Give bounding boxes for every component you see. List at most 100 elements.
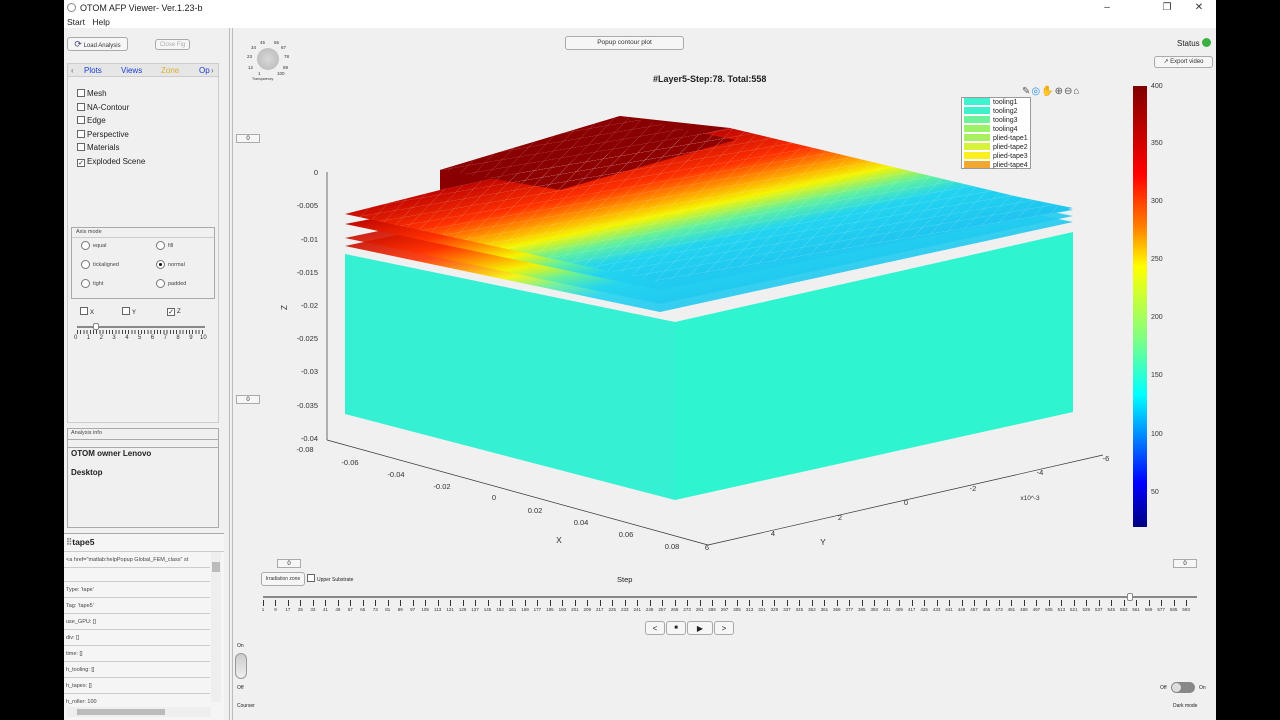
materials-checkbox[interactable]: Materials <box>77 143 119 153</box>
3d-plot[interactable]: 0 -0.005 -0.01 -0.015 -0.02 -0.025 -0.03… <box>232 90 1132 560</box>
upper-substrate-checkbox[interactable]: Upper Substrate <box>307 574 353 585</box>
analysis-info-panel: Analysis info OTOM owner Lenovo Desktop <box>67 428 219 528</box>
axis-mode-fill-radio[interactable]: fill <box>156 241 173 251</box>
knob-dial[interactable] <box>257 48 279 70</box>
prop-row[interactable]: <a href="matlab:helpPopup Global_FEM_cla… <box>64 552 210 568</box>
prop-row[interactable]: h_roller: 100 <box>66 699 97 705</box>
prop-row[interactable]: Tag: 'tape5' <box>64 598 210 614</box>
drag-handle-icon[interactable]: ⠿ <box>66 537 73 547</box>
prop-row[interactable]: h_tooling: [] <box>64 662 210 678</box>
analysis-info-title: Analysis info <box>68 429 218 440</box>
step-tick <box>1173 600 1175 606</box>
axis-mode-tight-radio[interactable]: tight <box>81 279 103 289</box>
z-axis-checkbox[interactable]: ✓ Z <box>167 308 181 316</box>
step-tick-label: 505 <box>1045 607 1053 612</box>
axis-mode-tickaligned-radio[interactable]: tickaligned <box>81 260 119 270</box>
step-tick <box>674 600 676 606</box>
mesh-checkbox[interactable]: Mesh <box>77 89 107 99</box>
step-tick <box>1111 600 1113 606</box>
step-tick <box>325 600 327 606</box>
step-tick <box>412 600 414 606</box>
step-tick <box>1061 600 1063 606</box>
x-axis-checkbox[interactable]: X <box>80 307 94 318</box>
step-tick <box>537 600 539 606</box>
prop-row[interactable]: div: [] <box>64 630 210 646</box>
restore-button[interactable]: ❐ <box>1162 2 1172 13</box>
close-fig-button[interactable]: Close Fig <box>155 39 190 50</box>
export-video-button[interactable]: ↗ Export video <box>1154 56 1213 68</box>
svg-text:X: X <box>556 535 562 545</box>
step-tick <box>811 600 813 606</box>
step-tick-label: 49 <box>335 607 341 612</box>
step-start-field[interactable]: 0 <box>277 559 301 568</box>
step-tick-label: 401 <box>882 607 891 612</box>
explode-slider-track[interactable] <box>77 326 205 328</box>
zoom-in-icon[interactable]: ⊕ <box>1054 86 1064 97</box>
mid-value-field[interactable]: 0 <box>236 395 260 404</box>
tab-scroll-left-icon[interactable]: ‹ <box>71 66 74 75</box>
step-slider-thumb[interactable] <box>1127 593 1133 601</box>
step-tick <box>475 600 477 606</box>
svg-text:Y: Y <box>820 537 826 547</box>
rotate-icon[interactable]: ◎ <box>1031 86 1042 97</box>
svg-text:-0.005: -0.005 <box>297 201 318 210</box>
close-button[interactable]: ✕ <box>1194 2 1204 13</box>
step-tick <box>749 600 751 606</box>
top-value-field[interactable]: 0 <box>236 134 260 143</box>
axis-mode-normal-radio[interactable]: normal <box>156 260 185 270</box>
stop-button[interactable]: ■ <box>666 621 686 635</box>
prop-row[interactable] <box>64 568 210 582</box>
courser-toggle[interactable] <box>235 653 247 679</box>
prop-row[interactable]: h_tapes: [] <box>64 678 210 694</box>
step-tick <box>450 600 452 606</box>
step-end-field[interactable]: 0 <box>1173 559 1197 568</box>
step-tick <box>300 600 302 606</box>
tab-zone[interactable]: Zone <box>161 66 180 75</box>
next-step-button[interactable]: > <box>714 621 734 635</box>
play-button[interactable]: ▶ <box>687 621 713 635</box>
perspective-checkbox[interactable]: Perspective <box>77 130 129 140</box>
load-analysis-button[interactable]: ⟳ Load Analysis <box>67 37 128 51</box>
edge-checkbox[interactable]: Edge <box>77 116 106 126</box>
prop-row[interactable]: use_GPU: [] <box>64 614 210 630</box>
plot-toolbar: ✎◎✋⊕⊖⌂ <box>1022 86 1080 97</box>
dark-mode-toggle[interactable] <box>1171 682 1195 693</box>
step-slider-track[interactable] <box>263 596 1197 598</box>
step-tick-label: 425 <box>920 607 928 612</box>
prop-row[interactable]: Type: 'tape' <box>64 582 210 598</box>
na-contour-checkbox[interactable]: NA-Contour <box>77 103 129 113</box>
exploded-scene-checkbox[interactable]: ✓ Exploded Scene <box>77 157 146 167</box>
step-tick <box>712 600 714 606</box>
prop-row[interactable]: time: [] <box>64 646 210 662</box>
pan-icon[interactable]: ✋ <box>1041 86 1055 97</box>
courser-on-label: On <box>237 643 244 649</box>
prev-step-button[interactable]: < <box>645 621 665 635</box>
step-tick-label: 521 <box>1070 607 1078 612</box>
y-axis-checkbox[interactable]: Y <box>122 307 136 318</box>
properties-horizontal-scrollbar[interactable] <box>67 707 211 717</box>
step-tick <box>287 600 289 606</box>
axis-mode-padded-radio[interactable]: padded <box>156 279 186 289</box>
axis-mode-equal-radio[interactable]: equal <box>81 241 106 251</box>
plot-legend[interactable]: tooling1 tooling2 tooling3 tooling4 plie… <box>961 97 1031 169</box>
popup-contour-plot-button[interactable]: Popup contour plot <box>565 36 684 50</box>
tooling-block-front <box>345 254 675 500</box>
minimize-button[interactable]: – <box>1104 2 1110 13</box>
properties-vertical-scrollbar[interactable] <box>211 552 221 702</box>
tab-plots[interactable]: Plots <box>84 66 102 75</box>
irradiation-zone-button[interactable]: Irradiation zone <box>261 572 305 586</box>
step-tick <box>786 600 788 606</box>
zoom-out-icon[interactable]: ⊖ <box>1063 86 1074 97</box>
home-icon[interactable]: ⌂ <box>1073 86 1081 97</box>
step-tick <box>1161 600 1163 606</box>
tab-views[interactable]: Views <box>121 66 143 75</box>
transparency-knob[interactable]: 1 12 23 34 45 56 67 78 89 100 Transparen… <box>247 40 290 81</box>
step-tick-label: 433 <box>932 607 941 612</box>
step-tick-label: 201 <box>571 607 579 612</box>
tab-op[interactable]: Op <box>199 66 210 75</box>
explode-slider-thumb[interactable] <box>93 323 99 330</box>
menu-start[interactable]: Start <box>67 17 85 27</box>
tab-scroll-right-icon[interactable]: › <box>211 66 214 75</box>
brush-icon[interactable]: ✎ <box>1022 86 1032 97</box>
menu-help[interactable]: Help <box>92 17 110 27</box>
